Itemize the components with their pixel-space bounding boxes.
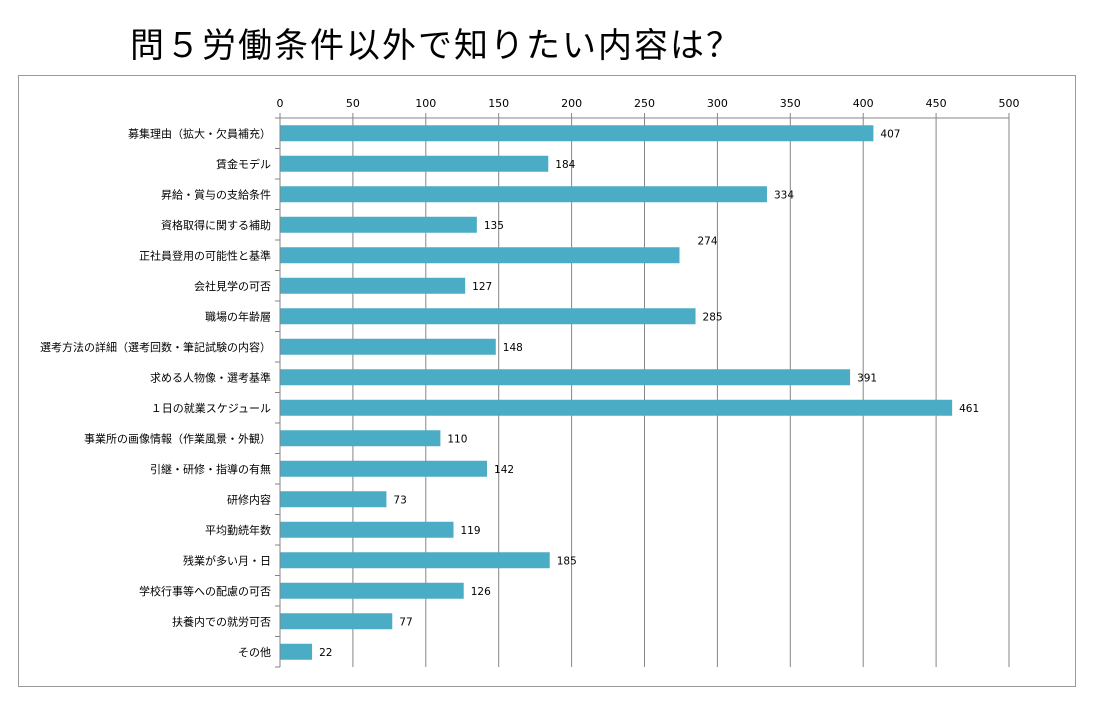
x-tick-label: 500 bbox=[999, 97, 1020, 110]
category-label: 引継・研修・指導の有無 bbox=[150, 462, 271, 476]
bar bbox=[280, 521, 454, 538]
category-label: 募集理由（拡大・欠員補充） bbox=[128, 126, 271, 140]
category-label: 事業所の画像情報（作業風景・外観） bbox=[84, 431, 271, 445]
bar bbox=[280, 399, 953, 416]
bar bbox=[280, 491, 387, 508]
bar bbox=[280, 216, 477, 233]
data-label: 110 bbox=[447, 433, 467, 445]
category-label: 資格取得に関する補助 bbox=[161, 218, 271, 232]
category-label: 研修内容 bbox=[227, 492, 271, 506]
category-label: 残業が多い月・日 bbox=[183, 553, 271, 567]
data-label: 126 bbox=[471, 586, 491, 598]
data-label: 73 bbox=[393, 494, 406, 506]
x-tick-label: 200 bbox=[561, 97, 582, 110]
x-tick-label: 400 bbox=[853, 97, 874, 110]
bar bbox=[280, 186, 767, 203]
bar bbox=[280, 247, 680, 264]
data-label: 391 bbox=[857, 372, 877, 384]
category-label: 扶養内での就労可否 bbox=[172, 614, 271, 628]
bar bbox=[280, 155, 549, 172]
bar bbox=[280, 338, 496, 355]
data-label: 127 bbox=[472, 281, 492, 293]
data-label: 77 bbox=[399, 616, 412, 628]
data-label: 135 bbox=[484, 220, 504, 232]
data-label: 22 bbox=[319, 647, 332, 659]
bar bbox=[280, 460, 488, 477]
category-label: 平均勤続年数 bbox=[205, 523, 271, 537]
chart-title: 問５労働条件以外で知りたい内容は？ bbox=[130, 26, 742, 66]
x-tick-label: 450 bbox=[926, 97, 947, 110]
data-label: 184 bbox=[555, 159, 575, 171]
data-label: 119 bbox=[461, 525, 481, 537]
bar bbox=[280, 277, 466, 294]
data-label: 142 bbox=[494, 464, 514, 476]
category-label: その他 bbox=[238, 646, 271, 659]
bar bbox=[280, 430, 441, 447]
chart-frame bbox=[18, 75, 1076, 687]
category-label: １日の就業スケジュール bbox=[151, 401, 271, 415]
bar bbox=[280, 369, 851, 386]
bar bbox=[280, 582, 464, 599]
data-label: 148 bbox=[503, 342, 523, 354]
data-label: 185 bbox=[557, 555, 577, 567]
data-label: 274 bbox=[697, 235, 717, 247]
data-label: 285 bbox=[703, 311, 723, 323]
x-tick-label: 0 bbox=[277, 97, 284, 110]
category-label: 賃金モデル bbox=[216, 157, 271, 171]
category-label: 正社員登用の可能性と基準 bbox=[139, 248, 271, 262]
x-tick-label: 50 bbox=[346, 97, 360, 110]
x-tick-label: 150 bbox=[488, 97, 509, 110]
bar bbox=[280, 613, 393, 630]
bar bbox=[280, 308, 696, 325]
category-label: 求める人物像・選考基準 bbox=[150, 370, 271, 384]
bar bbox=[280, 552, 550, 569]
bar bbox=[280, 125, 874, 142]
bar bbox=[280, 643, 313, 660]
category-label: 学校行事等への配慮の可否 bbox=[139, 584, 271, 598]
x-tick-label: 300 bbox=[707, 97, 728, 110]
category-label: 選考方法の詳細（選考回数・筆記試験の内容） bbox=[40, 340, 271, 354]
data-label: 407 bbox=[880, 128, 900, 140]
x-tick-label: 350 bbox=[780, 97, 801, 110]
x-tick-label: 250 bbox=[634, 97, 655, 110]
x-tick-label: 100 bbox=[415, 97, 436, 110]
category-label: 会社見学の可否 bbox=[194, 279, 271, 293]
data-label: 334 bbox=[774, 189, 794, 201]
data-label: 461 bbox=[959, 403, 979, 415]
category-label: 職場の年齢層 bbox=[205, 309, 271, 323]
category-label: 昇給・賞与の支給条件 bbox=[161, 187, 271, 201]
